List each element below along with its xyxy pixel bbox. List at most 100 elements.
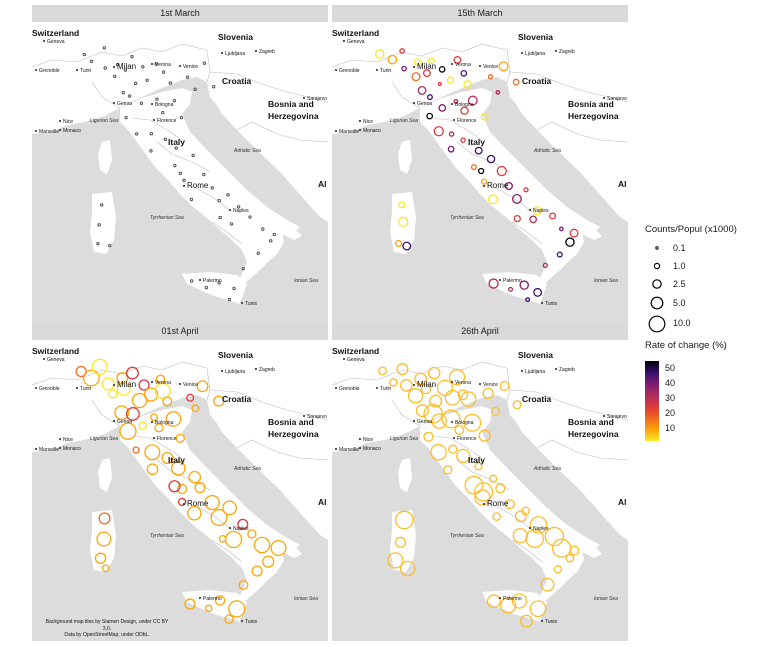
city-dot	[343, 358, 345, 360]
city-dot	[35, 130, 37, 132]
city-label: Monaco	[363, 128, 381, 134]
city-label: Rome	[187, 181, 209, 190]
case-marker	[504, 181, 513, 191]
city-dot	[229, 209, 231, 211]
city-dot	[221, 52, 223, 54]
case-marker	[480, 112, 489, 121]
city-dot	[229, 527, 231, 529]
country-label: Herzegovina	[568, 111, 619, 121]
country-label: Herzegovina	[568, 429, 619, 439]
panel-title: 15th March	[332, 5, 628, 22]
case-marker	[433, 126, 444, 137]
city-label: Turin	[80, 386, 91, 392]
case-marker	[478, 429, 491, 442]
size-legend-keys	[648, 246, 666, 333]
case-marker	[102, 46, 107, 50]
case-marker	[490, 406, 501, 417]
case-marker	[237, 518, 249, 530]
city-label: Bologna	[455, 420, 474, 426]
case-marker	[89, 59, 94, 64]
panel-title: 1st March	[32, 5, 328, 22]
case-marker	[134, 132, 139, 136]
case-marker	[436, 379, 454, 397]
city-dot	[255, 50, 257, 52]
city-label: Tunis	[545, 301, 558, 307]
city-label: Zagreb	[559, 49, 575, 55]
case-marker	[229, 222, 234, 226]
city-dot	[483, 185, 485, 187]
city-label: Grenoble	[39, 68, 60, 74]
case-marker	[114, 405, 130, 421]
city-dot	[335, 130, 337, 132]
case-marker	[155, 97, 159, 101]
city-label: Genoa	[117, 101, 132, 107]
case-marker	[173, 163, 177, 168]
case-marker	[125, 407, 140, 421]
color-legend-bar	[645, 361, 659, 441]
country-label: Al	[618, 179, 627, 189]
city-label: Tunis	[545, 619, 558, 625]
case-marker	[100, 203, 104, 207]
case-marker	[163, 137, 168, 142]
case-marker	[441, 409, 461, 429]
case-marker	[143, 387, 159, 402]
case-marker	[154, 62, 158, 66]
city-dot	[303, 97, 305, 99]
case-marker	[430, 443, 447, 461]
sea-label: Adriatic Sea	[233, 148, 261, 154]
city-label: Palermo	[503, 596, 522, 602]
case-marker	[204, 604, 213, 613]
panel-title: 26th April	[332, 323, 628, 340]
country-label: Al	[318, 179, 327, 189]
case-marker	[178, 171, 183, 175]
case-marker	[101, 377, 115, 391]
case-marker	[131, 392, 148, 409]
map-26th-april: Switzerland Slovenia Croatia Bosnia and Herz…	[332, 340, 628, 641]
city-label: Bologna	[155, 102, 174, 108]
city-dot	[529, 209, 531, 211]
city-dot	[43, 40, 45, 42]
panel-26th-april: 26th April Switzerland Slovenia Croatia Bos…	[332, 323, 628, 641]
case-marker	[495, 90, 501, 95]
city-dot	[241, 302, 243, 304]
case-marker	[500, 597, 517, 614]
city-label: Naples	[533, 208, 549, 214]
city-label: Bologna	[455, 102, 474, 108]
color-legend-title: Rate of change (%)	[645, 340, 727, 351]
city-dot	[451, 103, 453, 105]
case-markers	[75, 358, 287, 624]
size-legend-label: 5.0	[673, 298, 686, 308]
case-marker	[126, 366, 139, 380]
case-marker	[514, 510, 527, 523]
city-dot	[529, 527, 531, 529]
case-marker	[402, 241, 412, 251]
case-marker	[378, 366, 388, 376]
country-label: Herzegovina	[268, 429, 319, 439]
city-dot	[183, 503, 185, 505]
city-dot	[335, 69, 337, 71]
city-dot	[413, 66, 415, 68]
country-label: Slovenia	[518, 350, 553, 360]
case-marker	[256, 251, 260, 256]
case-marker	[238, 580, 249, 590]
case-marker	[247, 529, 257, 539]
city-label: Sarajevo	[607, 96, 627, 102]
case-marker	[269, 239, 273, 243]
case-marker	[529, 516, 548, 534]
case-marker	[191, 404, 200, 413]
city-label: Florence	[157, 436, 177, 442]
city-label: Florence	[457, 118, 477, 124]
case-marker	[116, 382, 131, 396]
city-label: Venice	[483, 382, 498, 388]
panel-15th-march: 15th March Switzerland Slovenia Croatia Bos…	[332, 5, 628, 323]
case-marker	[375, 49, 385, 59]
city-label: Monaco	[363, 446, 381, 452]
case-marker	[168, 81, 173, 85]
city-label: Rome	[487, 499, 509, 508]
sea-label: Ligurian Sea	[90, 118, 118, 124]
case-marker	[532, 206, 542, 216]
case-marker	[108, 243, 112, 248]
case-marker	[232, 286, 236, 291]
case-marker	[218, 535, 227, 543]
city-dot	[335, 448, 337, 450]
